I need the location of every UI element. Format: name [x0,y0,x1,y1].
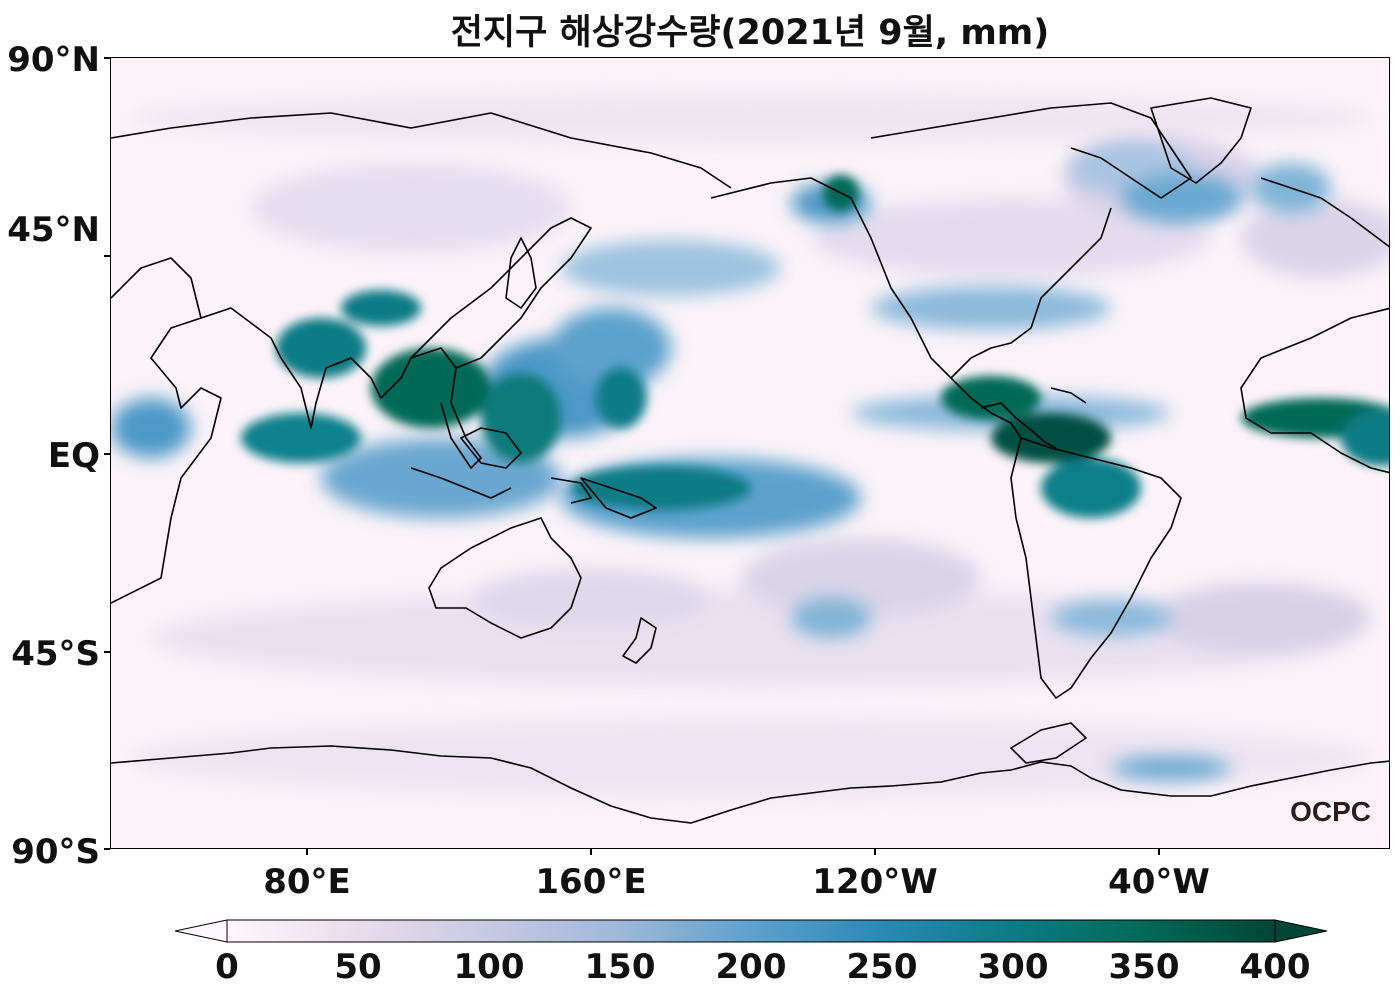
cbar-tick-400: 400 [1239,947,1311,987]
colorbar [175,919,1327,943]
cbar-tick-250: 250 [846,947,918,987]
map-svg [111,58,1389,848]
light-precip-field [131,93,1389,798]
lat-tick-45s: 45°S [11,634,100,674]
lat-tick-45n: 45°N [7,210,100,250]
map-title: 전지구 해상강수량(2021년 9월, mm) [450,13,1050,53]
lon-tick-120w: 120°W [812,862,938,902]
cbar-tick-50: 50 [334,947,382,987]
lat-tick-90n: 90°N [7,40,100,80]
heavy-precip-field [241,175,1389,518]
lat-tick-90s: 90°S [11,832,100,872]
lat-tick-eq: EQ [47,436,100,476]
coastlines [111,97,1389,824]
cbar-tick-200: 200 [715,947,787,987]
cbar-tick-0: 0 [215,947,239,987]
lon-tick-160e: 160°E [535,862,647,902]
lon-tick-40w: 40°W [1108,862,1210,902]
precipitation-map: OCPC [110,57,1390,849]
colorbar-max-extend [1274,919,1327,943]
cbar-tick-350: 350 [1108,947,1180,987]
cbar-tick-150: 150 [584,947,656,987]
cbar-tick-100: 100 [453,947,525,987]
lon-tick-80e: 80°E [263,862,351,902]
colorbar-min-extend [175,919,228,943]
ocpc-logo: OCPC [1290,796,1371,827]
cbar-tick-300: 300 [977,947,1049,987]
